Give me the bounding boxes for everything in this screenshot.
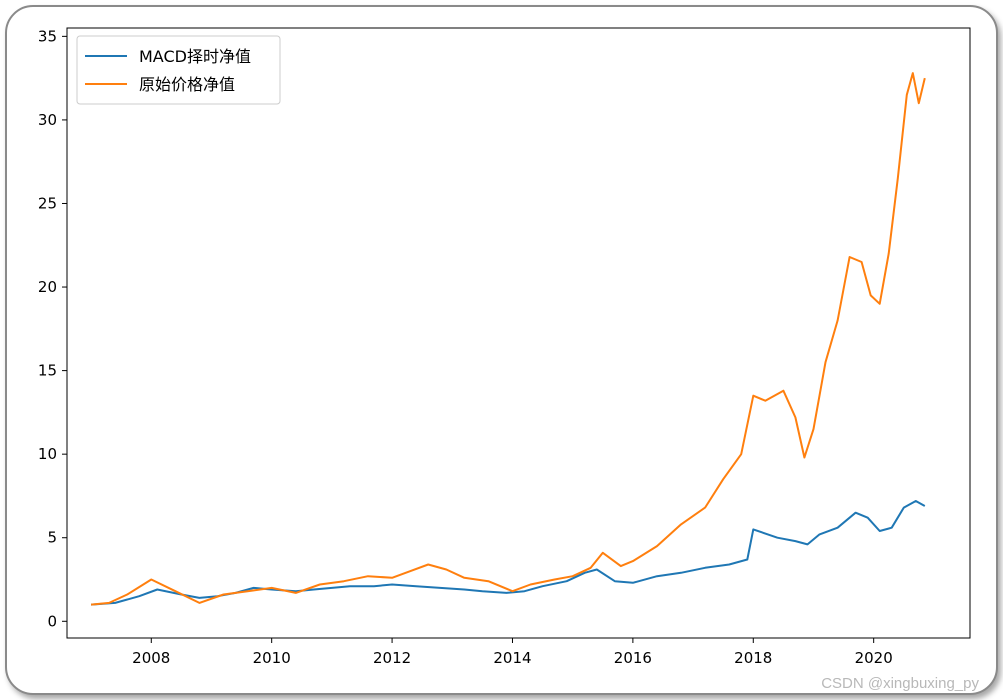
x-tick-label: 2010	[253, 649, 291, 667]
y-tick-label: 25	[38, 194, 57, 212]
x-tick-label: 2016	[614, 649, 652, 667]
y-tick-label: 0	[47, 612, 57, 630]
x-axis: 2008 2010 2012 2014 2016 2018 2020	[132, 638, 893, 667]
series-line-1	[91, 500, 926, 606]
y-tick-label: 10	[38, 445, 57, 463]
chart-frame	[5, 5, 998, 695]
x-tick-label: 2020	[855, 649, 893, 667]
x-tick-label: 2014	[493, 649, 531, 667]
axes-frame	[66, 27, 971, 639]
y-axis: 0 5 10 15 20 25 30 35	[38, 27, 67, 630]
x-tick-label: 2012	[373, 649, 411, 667]
y-tick-label: 30	[38, 111, 57, 129]
x-tick-label: 2018	[734, 649, 772, 667]
legend-label: MACD择时净值	[139, 47, 251, 66]
series-line-2	[91, 72, 926, 606]
plot-area	[66, 27, 971, 639]
y-tick-label: 35	[38, 27, 57, 45]
x-tick-label: 2008	[132, 649, 170, 667]
y-tick-label: 20	[38, 278, 57, 296]
y-tick-label: 15	[38, 362, 57, 380]
watermark-text: CSDN @xingbuxing_py	[821, 675, 979, 692]
legend-label: 原始价格净值	[139, 75, 235, 94]
legend-box	[76, 35, 281, 105]
y-tick-label: 5	[47, 529, 57, 547]
